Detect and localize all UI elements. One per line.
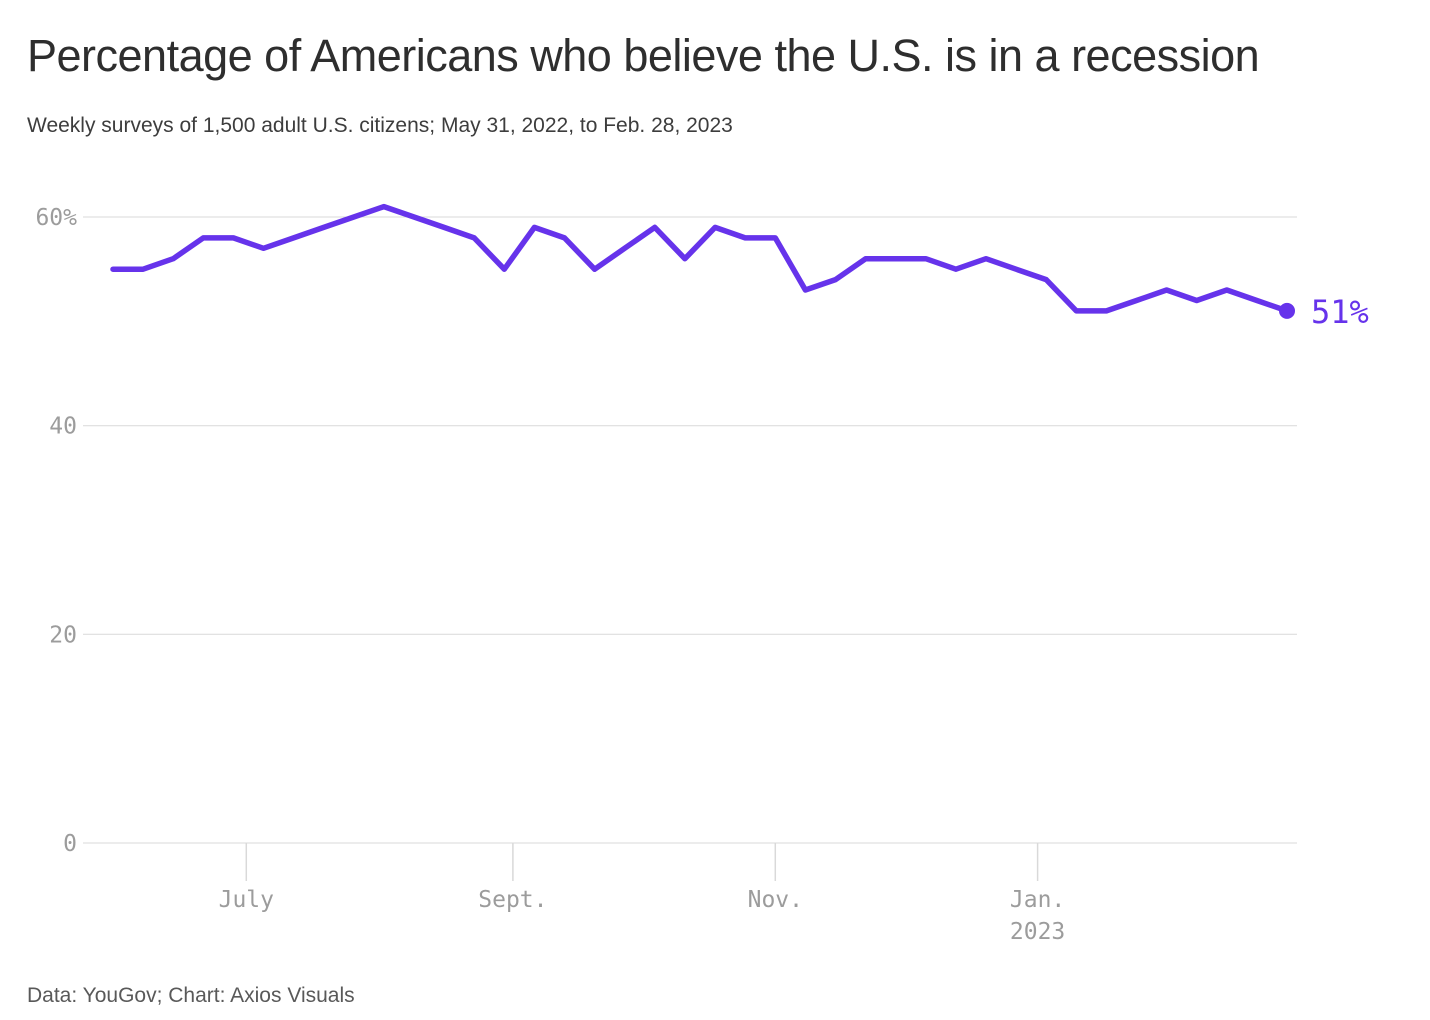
- y-tick-label: 20: [49, 622, 77, 648]
- grid-layer: [83, 216, 1297, 844]
- chart-title: Percentage of Americans who believe the …: [27, 30, 1260, 81]
- y-tick-label: 40: [49, 414, 77, 440]
- end-point-dot: [1279, 302, 1295, 319]
- line-chart: 60% 40 20 0 July Sept. Nov. Jan. 2023 51%: [35, 203, 1369, 945]
- source-credit: Data: YouGov; Chart: Axios Visuals: [27, 984, 355, 1007]
- axis-layer: 60% 40 20 0 July Sept. Nov. Jan. 2023: [35, 205, 1065, 945]
- y-tick-label: 0: [63, 831, 77, 857]
- chart-subtitle: Weekly surveys of 1,500 adult U.S. citiz…: [27, 114, 733, 137]
- y-tick-label: 60%: [35, 205, 77, 231]
- series-layer: [110, 203, 1295, 319]
- end-value-label: 51%: [1311, 293, 1369, 331]
- x-tick-label: July: [219, 887, 274, 913]
- x-tick-sublabel: 2023: [1010, 919, 1065, 945]
- trend-line: [110, 203, 1290, 314]
- x-tick-label: Nov.: [748, 887, 803, 913]
- x-tick-label: Jan.: [1010, 887, 1065, 913]
- x-tick-label: Sept.: [478, 887, 547, 913]
